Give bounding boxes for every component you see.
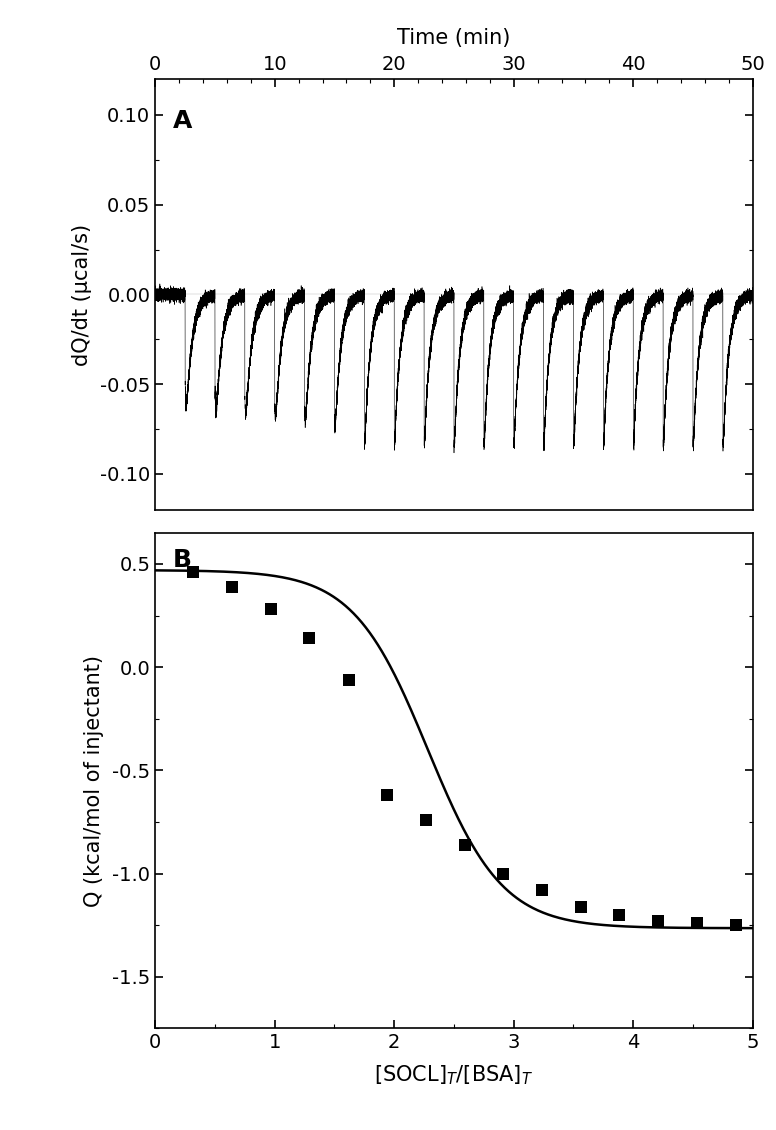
Y-axis label: dQ/dt (μcal/s): dQ/dt (μcal/s) [71,224,92,365]
Text: B: B [173,548,192,572]
Point [691,914,703,932]
Point [613,906,625,924]
Point [265,600,277,618]
Point [459,835,471,853]
X-axis label: [SOCL]$_T$/[BSA]$_T$: [SOCL]$_T$/[BSA]$_T$ [374,1063,534,1087]
Point [187,563,199,581]
Point [381,786,393,805]
Point [574,897,587,915]
Point [497,864,509,883]
Point [729,916,742,935]
Point [342,670,355,688]
X-axis label: Time (min): Time (min) [397,28,511,49]
Point [652,912,664,930]
Point [303,629,316,647]
Point [536,881,549,899]
Y-axis label: Q (kcal/mol of injectant): Q (kcal/mol of injectant) [84,654,104,906]
Text: A: A [173,110,192,133]
Point [421,811,433,829]
Point [226,577,238,596]
